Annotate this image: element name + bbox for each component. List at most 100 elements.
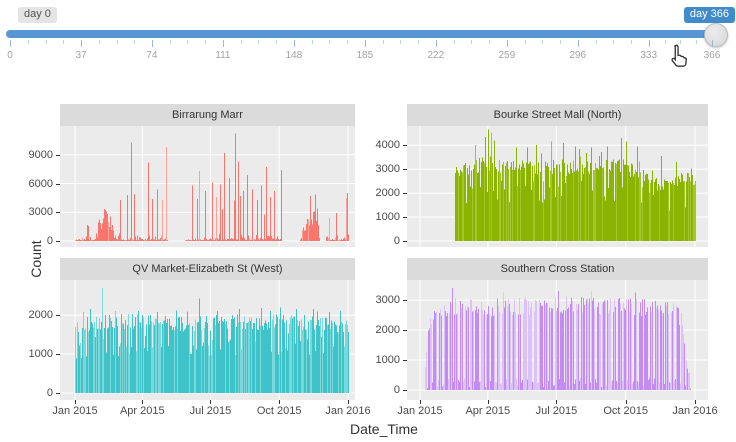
slider-value-label: day 366: [683, 7, 735, 23]
slider-tick-minor: [276, 40, 278, 44]
y-tick-label: 3000: [375, 163, 400, 176]
slider-tick-major: [222, 40, 224, 47]
plot-panel[interactable]: [60, 280, 355, 400]
x-tick-label: Jan 2015: [397, 405, 443, 417]
bars-series: [75, 133, 349, 241]
bars-series: [455, 129, 693, 241]
x-tick-label: Jan 2016: [325, 405, 371, 417]
slider-tick-minor: [680, 40, 682, 44]
slider-tick-minor: [613, 40, 615, 44]
plot-panel[interactable]: [407, 280, 708, 400]
y-tick-label: 1000: [375, 354, 400, 366]
slider-tick-minor: [631, 40, 632, 44]
y-tick-label: 0: [393, 235, 400, 247]
x-tick-mark: [487, 400, 489, 404]
y-tick-mark: [403, 390, 407, 391]
slider-grid-label: 148: [285, 50, 303, 61]
slider-tick-minor: [382, 40, 384, 44]
y-tick-label: 2000: [375, 187, 400, 200]
y-tick-label: 0: [46, 235, 53, 247]
slider-tick-major: [293, 40, 295, 47]
y-tick-mark: [56, 393, 60, 394]
y-tick-mark: [56, 212, 60, 214]
x-tick-label: Apr 2015: [465, 405, 511, 417]
x-tick-label: Oct 2015: [603, 405, 649, 417]
slider-grid-label: 111: [215, 50, 231, 61]
bars-series: [427, 288, 691, 390]
slider-min-label: day 0: [18, 7, 57, 23]
facet-strip-title: Birrarung Marr: [60, 104, 355, 126]
slider-track[interactable]: [6, 30, 728, 38]
slider-tick-minor: [45, 40, 47, 44]
slider-tick-minor: [169, 40, 171, 44]
x-tick-mark: [210, 400, 212, 404]
slider-handle[interactable]: [704, 23, 728, 47]
y-tick-label: 0: [46, 387, 53, 399]
x-tick-mark: [625, 400, 627, 404]
x-axis-title: Date_Time: [350, 421, 418, 437]
y-tick-mark: [403, 145, 407, 147]
slider-grid-label: 74: [146, 50, 158, 61]
y-tick-mark: [403, 241, 407, 242]
slider-tick-minor: [453, 40, 455, 44]
bars-series: [76, 298, 349, 393]
y-tick-label: 1000: [375, 211, 400, 223]
slider-tick-minor: [187, 40, 189, 44]
facet-strip-title: QV Market-Elizabeth St (West): [60, 258, 355, 280]
x-tick-mark: [420, 400, 421, 404]
x-tick-mark: [75, 400, 76, 404]
bars-series-light: [75, 287, 348, 393]
plot-panel[interactable]: [407, 126, 708, 247]
slider-tick-major: [506, 40, 508, 47]
slider-tick-minor: [27, 40, 29, 44]
bars-series-light: [458, 133, 696, 241]
slider-tick-minor: [696, 40, 698, 44]
plot-panel[interactable]: [60, 126, 355, 247]
bars-series-light: [82, 147, 347, 241]
slider-tick-minor: [418, 40, 420, 44]
facet-strip-title: Southern Cross Station: [407, 258, 708, 280]
y-tick-label: 4000: [375, 139, 400, 152]
y-tick-label: 3000: [28, 206, 53, 219]
x-tick-label: Jul 2015: [189, 405, 232, 417]
slider-grid-label: 296: [569, 50, 587, 61]
slider-grid-label: 366: [703, 50, 721, 61]
y-tick-mark: [403, 193, 407, 195]
slider-tick-minor: [329, 40, 331, 44]
slider-tick-minor: [524, 40, 526, 44]
slider-tick-minor: [400, 40, 402, 44]
y-tick-mark: [403, 300, 407, 302]
y-tick-mark: [403, 169, 407, 171]
slider-tick-minor: [116, 40, 118, 44]
slider-grid-label: 222: [427, 50, 445, 61]
slider-tick-major: [364, 40, 366, 47]
x-tick-mark: [279, 400, 281, 404]
y-tick-mark: [403, 360, 407, 361]
slider-tick-minor: [560, 40, 561, 44]
x-tick-mark: [556, 400, 558, 404]
y-tick-label: 0: [393, 384, 400, 396]
slider-tick-minor: [98, 40, 100, 44]
slider-tick-major: [10, 40, 11, 47]
y-tick-mark: [56, 241, 60, 242]
slider-grid-label: 333: [640, 50, 658, 61]
x-tick-label: Oct 2015: [256, 405, 302, 417]
slider-grid-label: 37: [75, 50, 87, 61]
x-tick-mark: [348, 400, 349, 404]
x-tick-mark: [695, 400, 696, 404]
y-tick-mark: [56, 354, 60, 355]
slider-tick-minor: [595, 40, 597, 44]
slider-tick-minor: [664, 40, 666, 44]
y-tick-label: 9000: [28, 148, 53, 161]
slider-tick-major: [577, 40, 579, 47]
slider-grid-label: 259: [498, 50, 516, 61]
y-tick-label: 2000: [375, 324, 400, 337]
slider-tick-minor: [489, 40, 490, 44]
slider-tick-minor: [471, 40, 473, 44]
y-tick-label: 6000: [28, 177, 53, 190]
y-tick-label: 3000: [375, 294, 400, 307]
slider-tick-major: [435, 40, 437, 47]
x-tick-label: Jan 2015: [52, 405, 98, 417]
y-tick-label: 1000: [28, 348, 53, 360]
y-tick-mark: [403, 217, 407, 218]
